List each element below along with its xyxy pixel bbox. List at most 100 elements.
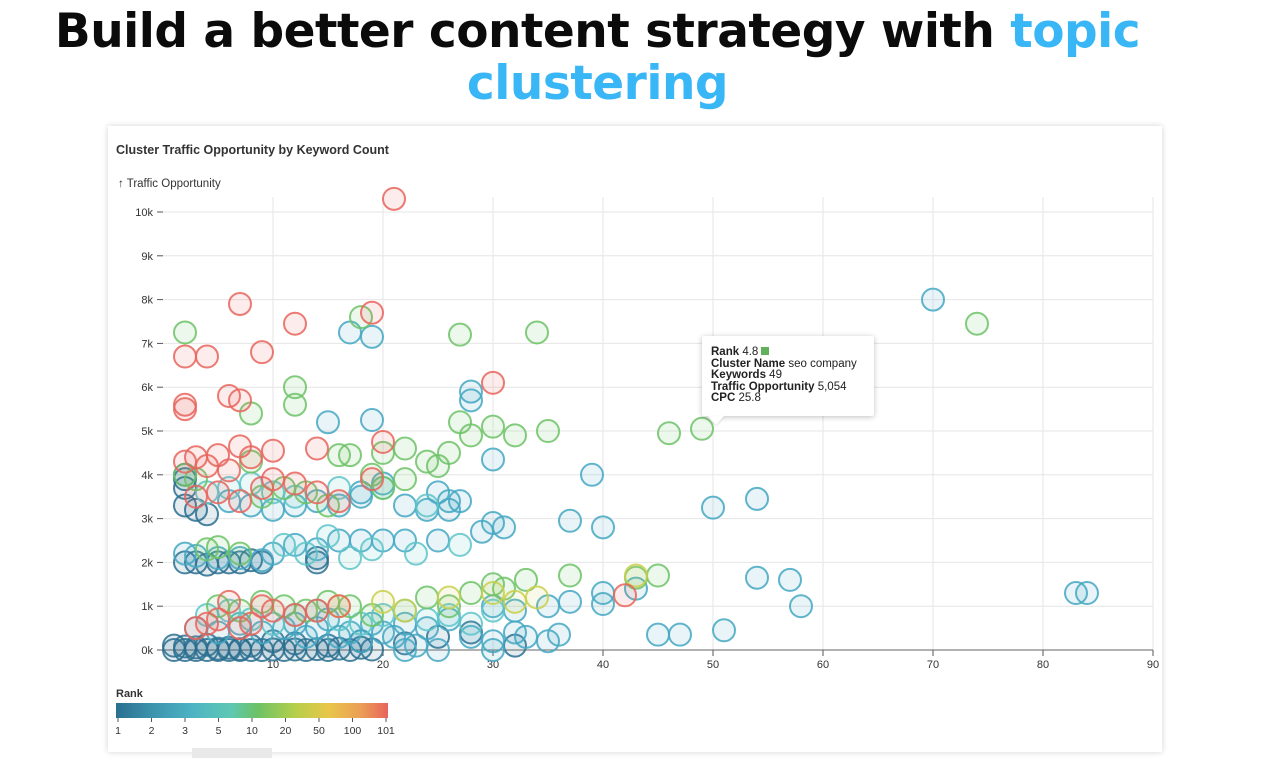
scatter-point[interactable]	[393, 493, 417, 518]
scatter-point[interactable]	[1075, 581, 1099, 606]
scatter-point[interactable]	[393, 638, 417, 662]
scatter-point[interactable]	[668, 622, 692, 647]
scatter-point[interactable]	[382, 186, 406, 211]
scatter-point[interactable]	[228, 541, 252, 566]
scatter-point[interactable]	[580, 462, 604, 487]
scatter-point[interactable]	[701, 495, 725, 520]
scatter-point[interactable]	[646, 622, 670, 647]
scatter-point[interactable]	[283, 375, 307, 400]
scatter-point[interactable]	[591, 581, 615, 606]
scatter-point[interactable]	[228, 489, 252, 514]
scatter-point[interactable]	[360, 300, 384, 325]
scatter-point[interactable]	[415, 585, 439, 610]
scatter-point[interactable]	[481, 447, 505, 472]
scatter-point[interactable]	[283, 392, 307, 417]
scatter-point[interactable]	[459, 379, 483, 404]
scatter-point[interactable]	[492, 515, 516, 540]
scatter-point[interactable]	[195, 344, 219, 369]
scatter-point[interactable]	[481, 581, 505, 606]
scatter-point[interactable]	[206, 480, 230, 505]
scatter-point[interactable]	[239, 611, 263, 636]
scatter-point[interactable]	[481, 598, 505, 623]
scatter-point[interactable]	[437, 440, 461, 465]
scatter-point[interactable]	[690, 416, 714, 441]
scatter-point[interactable]	[481, 638, 505, 662]
scatter-point[interactable]	[173, 449, 197, 474]
scatter-point[interactable]	[481, 370, 505, 395]
scatter-point[interactable]	[338, 443, 362, 468]
scatter-point[interactable]	[184, 484, 208, 509]
scatter-point[interactable]	[437, 602, 461, 627]
scatter-point[interactable]	[217, 589, 241, 614]
scatter-point[interactable]	[426, 528, 450, 553]
scatter-point[interactable]	[371, 429, 395, 454]
scatter-point[interactable]	[448, 489, 472, 514]
scatter-point[interactable]	[525, 585, 549, 610]
scatter-point[interactable]	[514, 567, 538, 592]
scatter-point[interactable]	[338, 546, 362, 571]
scatter-point[interactable]	[448, 532, 472, 557]
scatter-point[interactable]	[173, 320, 197, 345]
scatter-point[interactable]	[921, 287, 945, 312]
scatter-point[interactable]	[789, 594, 813, 619]
scatter-point[interactable]	[745, 486, 769, 511]
scatter-point[interactable]	[415, 616, 439, 641]
scatter-point[interactable]	[712, 618, 736, 643]
scatter-point[interactable]	[173, 344, 197, 369]
scatter-point[interactable]	[305, 436, 329, 461]
horizontal-scrollbar[interactable]	[192, 748, 272, 758]
scatter-point[interactable]	[316, 410, 340, 435]
scatter-point[interactable]	[481, 629, 505, 654]
scatter-point[interactable]	[415, 493, 439, 518]
scatter-point[interactable]	[613, 583, 637, 608]
scatter-point[interactable]	[778, 567, 802, 592]
scatter-point[interactable]	[448, 322, 472, 347]
scatter-point[interactable]	[459, 388, 483, 413]
scatter-point[interactable]	[206, 607, 230, 632]
scatter-point[interactable]	[393, 467, 417, 492]
scatter-point[interactable]	[305, 598, 329, 623]
scatter-point[interactable]	[327, 489, 351, 514]
scatter-point[interactable]	[558, 589, 582, 614]
scatter-point[interactable]	[228, 388, 252, 413]
scatter-point[interactable]	[283, 311, 307, 336]
scatter-point[interactable]	[283, 471, 307, 496]
scatter-point[interactable]	[173, 397, 197, 422]
scatter-point[interactable]	[217, 458, 241, 483]
scatter-point[interactable]	[327, 594, 351, 619]
scatter-point[interactable]	[206, 535, 230, 560]
scatter-point[interactable]	[503, 589, 527, 614]
scatter-point[interactable]	[261, 598, 285, 623]
scatter-point[interactable]	[261, 438, 285, 463]
scatter-point[interactable]	[503, 423, 527, 448]
scatter-point[interactable]	[426, 638, 450, 662]
scatter-point[interactable]	[294, 541, 318, 566]
scatter-point[interactable]	[514, 624, 538, 649]
scatter-point[interactable]	[228, 291, 252, 316]
scatter-point[interactable]	[360, 408, 384, 433]
scatter-point[interactable]	[250, 475, 274, 500]
scatter-point[interactable]	[283, 602, 307, 627]
scatter-point[interactable]	[459, 611, 483, 636]
scatter-point[interactable]	[547, 622, 571, 647]
scatter-point[interactable]	[459, 423, 483, 448]
scatter-point[interactable]	[305, 480, 329, 505]
scatter-point[interactable]	[316, 524, 340, 549]
scatter-point[interactable]	[360, 324, 384, 349]
scatter-point[interactable]	[558, 563, 582, 588]
scatter-point[interactable]	[360, 467, 384, 492]
scatter-point[interactable]	[437, 585, 461, 610]
scatter-point[interactable]	[459, 581, 483, 606]
scatter-point[interactable]	[591, 515, 615, 540]
scatter-point[interactable]	[481, 414, 505, 439]
scatter-point[interactable]	[239, 445, 263, 470]
scatter-point[interactable]	[525, 320, 549, 345]
scatter-point[interactable]	[404, 541, 428, 566]
scatter-point[interactable]	[965, 311, 989, 336]
scatter-point[interactable]	[536, 419, 560, 443]
scatter-point[interactable]	[624, 563, 648, 588]
scatter-point[interactable]	[371, 589, 395, 614]
scatter-point[interactable]	[745, 565, 769, 590]
scatter-point[interactable]	[294, 624, 318, 649]
scatter-point[interactable]	[646, 563, 670, 588]
